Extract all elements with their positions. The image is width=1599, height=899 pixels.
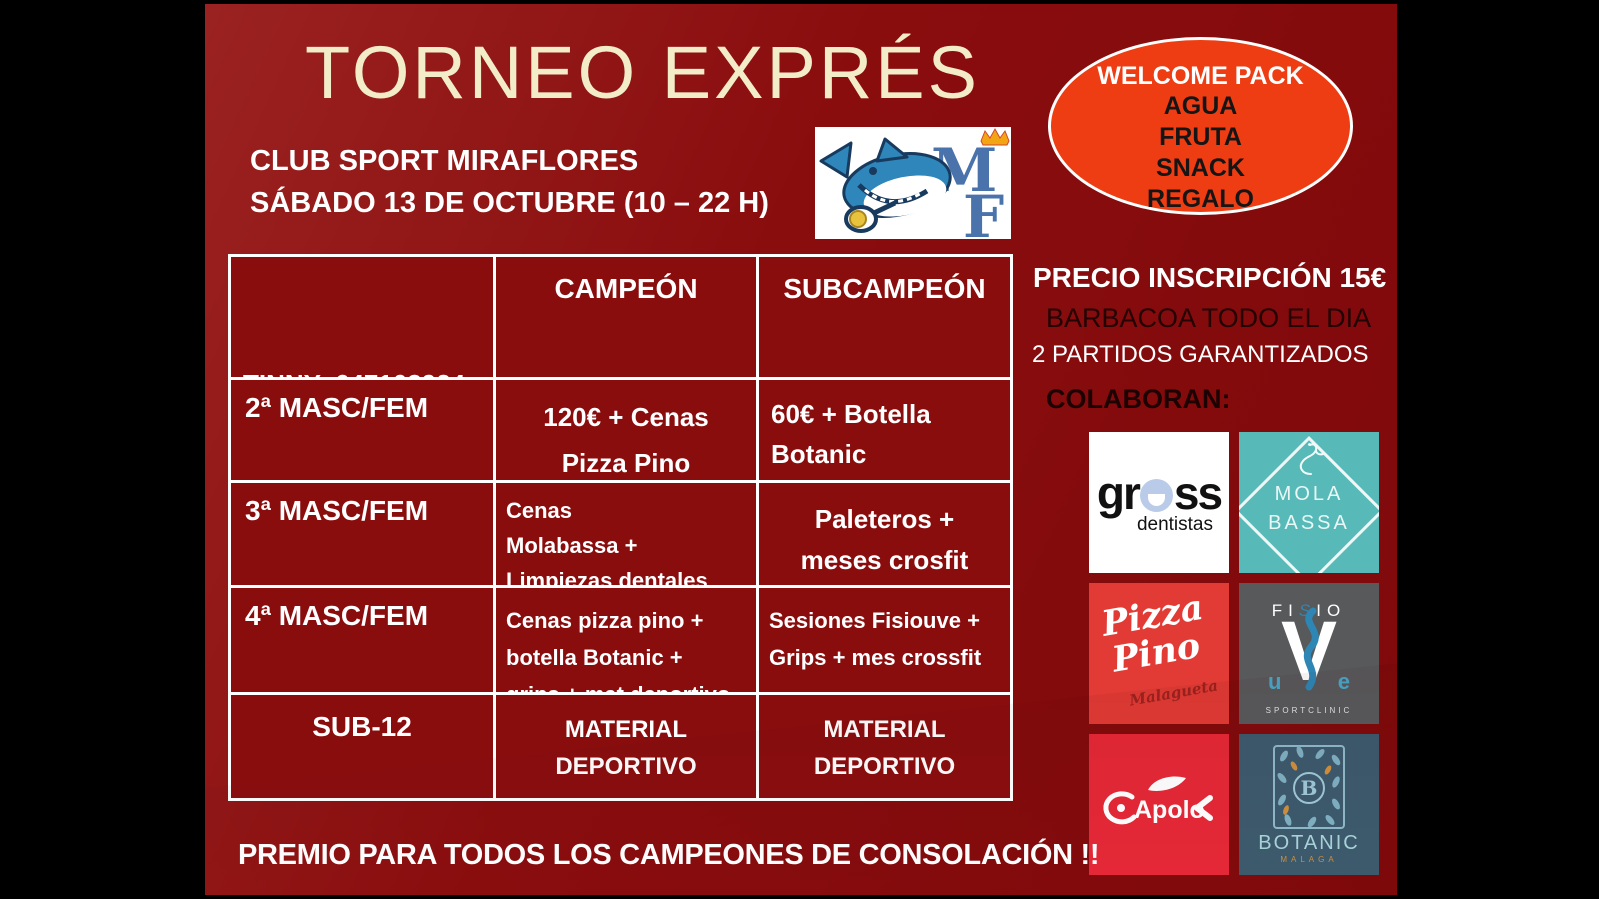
- sponsor-pizza-pino: Pizza Pino Malagueta: [1089, 583, 1229, 724]
- mola-wordmark: MOLA BASSA: [1239, 480, 1379, 538]
- runner-up-prize-cell: MATERIAL DEPORTIVO: [759, 695, 1010, 798]
- prize-line: MATERIAL: [564, 716, 688, 743]
- prize-line: 60€ + Botella: [771, 399, 931, 429]
- flamingo-icon: [1299, 443, 1324, 475]
- consolation-prize-note: PREMIO PARA TODOS LOS CAMPEONES DE CONSO…: [238, 839, 1100, 871]
- prize-line: Grips + mes crossfit: [769, 645, 982, 670]
- mola-line: MOLA: [1274, 483, 1344, 505]
- prize-line: MATERIAL: [823, 716, 946, 743]
- prizes-table: TINNY 647103924 MARIO 677287035 CAMPEÓN …: [228, 254, 1013, 801]
- fisio-subtitle: SPORTCLINIC: [1265, 706, 1353, 715]
- fisio-text: FI: [1271, 601, 1299, 620]
- welcome-pack-title: WELCOME PACK: [1097, 62, 1304, 90]
- gross-text: ss: [1173, 466, 1223, 519]
- sponsor-fisio-uve: FISIO V u e SPORTCLINIC: [1239, 583, 1379, 724]
- tournament-poster: TORNEO EXPRÉS CLUB SPORT MIRAFLORES SÁBA…: [205, 4, 1397, 895]
- category-cell: 4ª MASC/FEM: [231, 588, 493, 692]
- prize-line: Sesiones Fisiouve +: [769, 608, 980, 633]
- monogram-f: F: [963, 183, 1004, 239]
- prize-line: Cenas pizza pino +: [506, 608, 704, 633]
- sponsor-botanic: B BOTANIC MALAGA: [1239, 734, 1379, 875]
- gross-text: gr: [1096, 466, 1141, 519]
- pizza-pino-subtitle: Malagueta: [1128, 676, 1220, 710]
- poster-title: TORNEO EXPRÉS: [305, 31, 981, 114]
- fisio-wordmark: FISIO: [1239, 601, 1379, 621]
- welcome-pack-item: FRUTA: [1159, 123, 1242, 151]
- champion-prize-cell: Cenas pizza pino + botella Botanic + gri…: [496, 588, 756, 707]
- gross-wordmark: gr ss: [1096, 466, 1223, 519]
- column-header-champion: CAMPEÓN: [496, 257, 756, 377]
- club-and-date: CLUB SPORT MIRAFLORES SÁBADO 13 DE OCTUB…: [250, 140, 769, 224]
- fisio-s-letter: S: [1298, 601, 1317, 620]
- prize-line: Paleteros +: [814, 504, 955, 534]
- runner-up-prize-cell: Sesiones Fisiouve + Grips + mes crossfit: [759, 588, 1010, 692]
- prize-line: meses crosfit: [800, 545, 969, 575]
- prize-line: 120€ + Cenas: [543, 402, 709, 432]
- welcome-pack-badge: WELCOME PACK AGUA FRUTA SNACK REGALO: [1048, 37, 1353, 215]
- apolo-wordmark: Apolo: [1134, 796, 1205, 824]
- botanic-emblem-letter: B: [1301, 776, 1318, 800]
- sponsor-mola-bassa: MOLA BASSA: [1239, 432, 1379, 573]
- champion-prize-cell: MATERIAL DEPORTIVO: [496, 695, 756, 798]
- fisio-e-letter: e: [1337, 669, 1350, 694]
- contacts-cell: TINNY 647103924 MARIO 677287035: [231, 257, 493, 537]
- gross-subtitle: dentistas: [1136, 513, 1213, 535]
- runner-up-prize-cell: 60€ + Botella Botanic: [759, 380, 1010, 480]
- prize-line: DEPORTIVO: [813, 753, 956, 780]
- event-date: SÁBADO 13 DE OCTUBRE (10 – 22 H): [250, 187, 769, 219]
- club-shark-logo: M F: [815, 127, 1011, 251]
- welcome-pack-item: SNACK: [1156, 154, 1245, 182]
- category-cell: 2ª MASC/FEM: [231, 380, 493, 480]
- smile-icon: [1139, 479, 1173, 512]
- guaranteed-matches: 2 PARTIDOS GARANTIZADOS: [1032, 341, 1369, 368]
- barbecue-note: BARBACOA TODO EL DIA: [1046, 303, 1372, 333]
- inscription-price: PRECIO INSCRIPCIÓN 15€: [1033, 262, 1387, 293]
- shark-mascot-icon: M F: [819, 127, 1010, 251]
- botanic-wordmark: BOTANIC: [1258, 832, 1360, 854]
- runner-up-prize-cell: Paleteros + meses crosfit: [759, 483, 1010, 585]
- category-cell: 3ª MASC/FEM: [231, 483, 493, 585]
- fisio-u-letter: u: [1268, 669, 1282, 694]
- column-header-runner-up: SUBCAMPEÓN: [759, 257, 1010, 377]
- apolo-fish-icon: Apolo: [1103, 776, 1213, 824]
- fisio-text: IO: [1316, 601, 1347, 620]
- botanic-subtitle: MALAGA: [1280, 855, 1338, 864]
- sponsor-apolo: Apolo: [1089, 734, 1229, 875]
- club-name: CLUB SPORT MIRAFLORES: [250, 145, 639, 177]
- prize-line: Cenas: [506, 498, 573, 523]
- shark-drawing: [819, 137, 952, 233]
- welcome-pack-item: AGUA: [1163, 92, 1238, 120]
- sponsor-gross-dentistas: gr ss dentistas: [1089, 432, 1229, 573]
- botanic-emblem-icon: B: [1273, 745, 1345, 829]
- collaborators-label: COLABORAN:: [1046, 384, 1231, 414]
- pizza-pino-wordmark: Pizza Pino: [1099, 587, 1212, 682]
- sponsor-logos-grid: gr ss dentistas MOLA BASSA Pizza Pino Ma…: [1089, 432, 1379, 875]
- welcome-pack-item: REGALO: [1147, 185, 1254, 213]
- crown-icon: [980, 127, 1010, 146]
- blue-ribbon-icon: [1303, 607, 1319, 691]
- prize-line: Botanic: [771, 439, 867, 469]
- prize-line: Molabassa +: [506, 533, 638, 558]
- prize-line: Pizza Pino: [561, 448, 691, 478]
- champion-prize-cell: 120€ + Cenas Pizza Pino: [496, 380, 756, 480]
- category-cell: SUB-12: [231, 695, 493, 798]
- prize-line: botella Botanic +: [506, 645, 683, 670]
- champion-prize-cell: Cenas Molabassa + Limpiezas dentales: [496, 483, 756, 593]
- mola-line: BASSA: [1268, 512, 1350, 534]
- prize-line: DEPORTIVO: [555, 753, 697, 780]
